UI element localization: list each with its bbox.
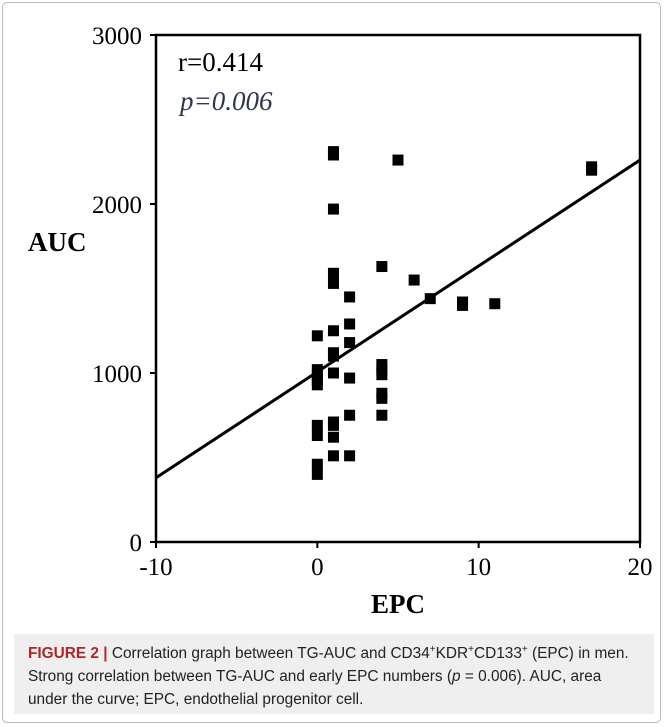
figure-label: FIGURE 2 | bbox=[28, 645, 108, 662]
data-point bbox=[327, 367, 339, 379]
data-point bbox=[327, 419, 339, 431]
data-point bbox=[327, 267, 339, 279]
x-tick-label: 0 bbox=[311, 554, 324, 581]
data-point bbox=[311, 330, 323, 342]
caption-superscript: + bbox=[521, 643, 528, 655]
data-point bbox=[311, 379, 323, 391]
data-point bbox=[344, 291, 356, 303]
caption-superscript: + bbox=[429, 643, 436, 655]
caption-superscript: + bbox=[468, 643, 474, 655]
data-point bbox=[327, 450, 339, 462]
data-point bbox=[457, 299, 469, 311]
y-axis-title: AUC bbox=[28, 227, 87, 257]
caption-text: (EPC) in men. Strong correlation between… bbox=[28, 645, 629, 685]
data-point bbox=[327, 431, 339, 443]
caption-text: = 0.006). AUC, area under the curve; EPC… bbox=[28, 668, 602, 708]
data-point bbox=[586, 164, 598, 176]
data-point bbox=[376, 369, 388, 381]
x-tick-label: -10 bbox=[139, 554, 172, 581]
data-point bbox=[311, 419, 323, 431]
data-point bbox=[344, 409, 356, 421]
y-tick-label: 1000 bbox=[92, 361, 142, 388]
data-point bbox=[327, 325, 339, 337]
caption-text: KDR bbox=[435, 645, 469, 662]
data-point bbox=[392, 154, 404, 166]
data-point bbox=[327, 203, 339, 215]
data-point bbox=[424, 293, 436, 305]
x-tick-label: 10 bbox=[466, 554, 491, 581]
caption-p-italic: p bbox=[452, 668, 461, 685]
data-point bbox=[327, 350, 339, 362]
data-point bbox=[311, 458, 323, 470]
data-point bbox=[327, 149, 339, 161]
x-tick-label: 20 bbox=[628, 554, 653, 581]
y-tick-label: 3000 bbox=[92, 23, 142, 50]
y-tick-label: 2000 bbox=[92, 192, 142, 219]
data-point bbox=[327, 277, 339, 289]
figure-caption: FIGURE 2 | Correlation graph between TG-… bbox=[14, 634, 654, 714]
data-point bbox=[376, 409, 388, 421]
data-point bbox=[344, 337, 356, 349]
y-axis: 0 1000 2000 3000 bbox=[92, 23, 156, 557]
data-point bbox=[344, 372, 356, 384]
data-point bbox=[344, 318, 356, 330]
p-value: p=0.006 bbox=[178, 86, 273, 116]
data-point bbox=[408, 274, 420, 286]
plot-area bbox=[154, 33, 642, 544]
y-tick-label: 0 bbox=[130, 530, 143, 557]
caption-text: CD133 bbox=[473, 645, 522, 662]
data-point bbox=[311, 430, 323, 442]
data-point bbox=[344, 450, 356, 462]
data-points bbox=[311, 146, 598, 480]
regression-line bbox=[155, 158, 641, 480]
x-axis: -10 0 10 20 bbox=[139, 542, 653, 581]
caption-text: Correlation graph between TG-AUC and CD3… bbox=[107, 645, 430, 662]
data-point bbox=[376, 261, 388, 273]
data-point bbox=[376, 392, 388, 404]
data-point bbox=[489, 298, 501, 310]
correlation-coefficient: r=0.414 bbox=[178, 47, 263, 77]
data-point bbox=[311, 468, 323, 480]
x-axis-title: EPC bbox=[371, 589, 425, 619]
